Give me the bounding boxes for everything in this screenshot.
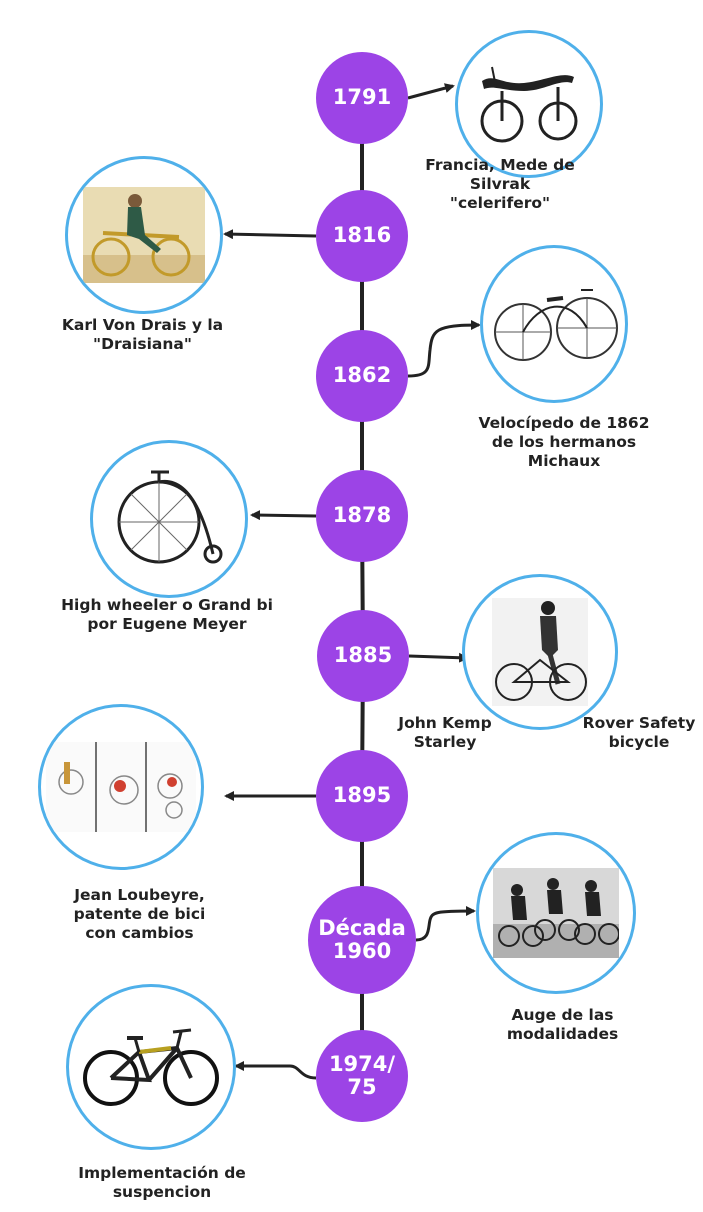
derailleur-patent-drawings bbox=[46, 742, 196, 832]
connector-arrow-1791 bbox=[407, 83, 455, 100]
year-node-1885: 1885 bbox=[317, 610, 409, 702]
year-label: 1862 bbox=[332, 363, 392, 388]
image-high-wheeler bbox=[90, 440, 248, 598]
year-node-1895: 1895 bbox=[316, 750, 408, 842]
year-label: 1791 bbox=[332, 85, 392, 110]
image-rover-safety bbox=[462, 574, 618, 730]
year-label: 1816 bbox=[332, 223, 392, 248]
image-velocipede bbox=[480, 245, 628, 403]
caption-1816: Karl Von Drais y la "Draisiana" bbox=[61, 316, 224, 353]
year-node-1878: 1878 bbox=[316, 470, 408, 562]
draisiana-painting bbox=[83, 187, 205, 283]
caption-1862: Velocípedo de 1862 de los hermanos Micha… bbox=[478, 414, 650, 470]
year-label: 1895 bbox=[332, 783, 392, 808]
year-label: 1878 bbox=[332, 503, 392, 528]
connector-arrow-1878 bbox=[250, 510, 317, 521]
year-label: 1974/ 75 bbox=[328, 1051, 396, 1099]
caption-1895: Jean Loubeyre, patente de bici con cambi… bbox=[73, 886, 206, 942]
bmx-race-photo bbox=[493, 868, 619, 958]
rover-safety-photo bbox=[492, 598, 588, 706]
image-mountain-bike bbox=[66, 984, 236, 1150]
year-node-1862: 1862 bbox=[316, 330, 408, 422]
caption-1791: Francia, Mede de Silvrak "celerifero" bbox=[425, 156, 575, 212]
caption-1885-model: Rover Safety bicycle bbox=[582, 714, 696, 751]
connector-arrow-1862 bbox=[407, 320, 481, 378]
caption-1960: Auge de las modalidades bbox=[506, 1006, 619, 1043]
caption-1878: High wheeler o Grand bi por Eugene Meyer bbox=[61, 596, 273, 633]
year-node-1816: 1816 bbox=[316, 190, 408, 282]
caption-1974-75: Implementación de suspencion bbox=[78, 1164, 246, 1201]
year-label: 1885 bbox=[333, 643, 393, 668]
velocipede-drawing bbox=[494, 289, 618, 361]
year-node-1974-75: 1974/ 75 bbox=[316, 1030, 408, 1122]
connector-arrow-1885 bbox=[408, 652, 469, 663]
celerifero-illustration bbox=[480, 66, 578, 143]
caption-1885-inventor: John Kemp Starley bbox=[398, 714, 492, 751]
year-node-1791: 1791 bbox=[316, 52, 408, 144]
year-node-decada-1960: Década 1960 bbox=[308, 886, 416, 994]
connector-arrow-1960 bbox=[415, 906, 476, 942]
image-bmx bbox=[476, 832, 636, 994]
connector-arrow-1816 bbox=[223, 229, 317, 240]
connector-arrow-1974 bbox=[234, 1061, 317, 1080]
mountain-bike-photo bbox=[83, 1028, 219, 1106]
image-derailleur bbox=[38, 704, 204, 870]
image-draisiana bbox=[65, 156, 223, 314]
year-label: Década 1960 bbox=[318, 915, 406, 963]
image-celerifero bbox=[455, 30, 603, 178]
penny-farthing-photo bbox=[117, 470, 223, 564]
